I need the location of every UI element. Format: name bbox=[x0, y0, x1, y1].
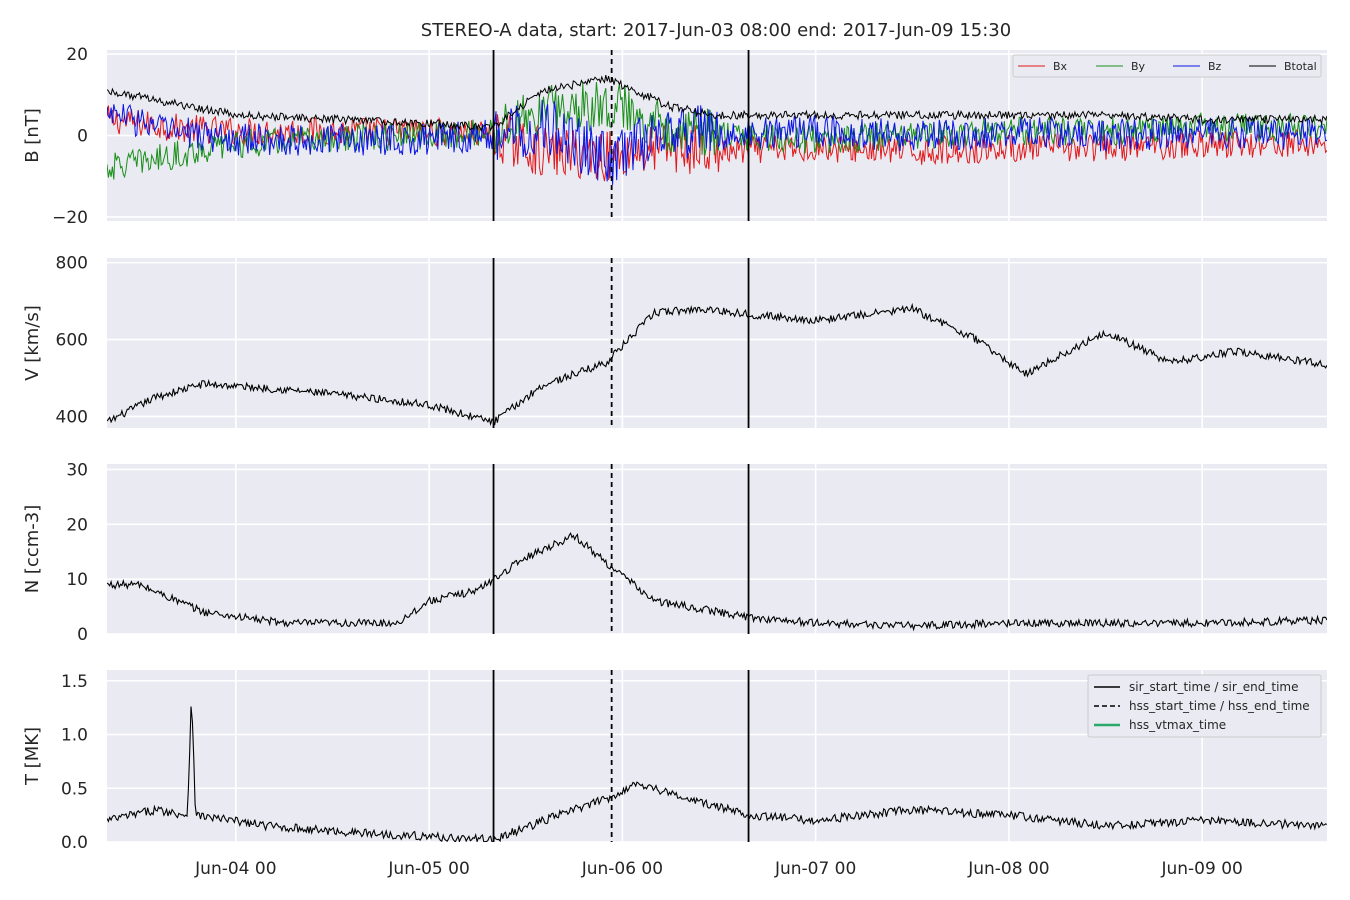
legend-box bbox=[1012, 54, 1322, 78]
legend-label: By bbox=[1131, 60, 1146, 73]
y-axis-label: V [km/s] bbox=[22, 305, 43, 380]
y-tick-label: 1.0 bbox=[61, 726, 88, 746]
legend-box bbox=[1087, 674, 1322, 738]
legend-label: Btotal bbox=[1284, 60, 1317, 73]
series-line-bz bbox=[107, 99, 1327, 186]
panel-3: 1.5 1.0 0.5 0.0 T [MK] sir_start_time / sir_e… bbox=[22, 670, 1327, 853]
y-axis-label: T [MK] bbox=[22, 727, 43, 786]
chart-panels: 20 0 −20 B [nT] Bx By Bz Btotal 800 600 400 V [km/s… bbox=[22, 45, 1327, 853]
y-tick-label: 600 bbox=[56, 331, 88, 351]
plot-area bbox=[107, 706, 1327, 842]
series-line-btotal bbox=[107, 74, 1327, 132]
y-tick-label: 20 bbox=[66, 515, 88, 535]
panel-1: 800 600 400 V [km/s] bbox=[22, 254, 1327, 428]
plot-area bbox=[107, 74, 1327, 186]
x-axis: Jun-04 00 Jun-05 00 Jun-06 00 Jun-07 00 Jun-… bbox=[194, 859, 1243, 879]
legend-label: hss_start_time / hss_end_time bbox=[1129, 699, 1310, 713]
series-line-by bbox=[107, 82, 1327, 180]
legend-label: Bx bbox=[1053, 60, 1068, 73]
plot-area bbox=[107, 531, 1327, 632]
legend-b: Bx By Bz Btotal bbox=[1012, 54, 1322, 78]
y-tick-label: 0 bbox=[77, 127, 88, 147]
chart-title: STEREO-A data, start: 2017-Jun-03 08:00 … bbox=[421, 20, 1011, 41]
series-line-data bbox=[107, 302, 1327, 427]
legend-label: Bz bbox=[1208, 60, 1222, 73]
x-tick-label: Jun-08 00 bbox=[967, 859, 1049, 879]
y-tick-label: −20 bbox=[52, 208, 88, 228]
panel-0: 20 0 −20 B [nT] Bx By Bz Btotal bbox=[22, 45, 1327, 228]
y-tick-label: 10 bbox=[66, 570, 88, 590]
y-tick-label: 800 bbox=[56, 254, 88, 274]
y-axis-label: B [nT] bbox=[22, 108, 43, 163]
plot-area bbox=[107, 302, 1327, 427]
legend-markers: sir_start_time / sir_end_time hss_start_t… bbox=[1087, 674, 1322, 738]
legend-label: hss_vtmax_time bbox=[1129, 718, 1226, 732]
y-tick-label: 30 bbox=[66, 460, 88, 480]
x-tick-label: Jun-06 00 bbox=[581, 859, 663, 879]
y-tick-label: 20 bbox=[66, 45, 88, 65]
y-axis-label: N [ccm-3] bbox=[22, 505, 43, 594]
legend-label: sir_start_time / sir_end_time bbox=[1129, 680, 1299, 694]
x-tick-label: Jun-05 00 bbox=[387, 859, 469, 879]
panel-background bbox=[107, 258, 1327, 428]
x-tick-label: Jun-07 00 bbox=[774, 859, 856, 879]
panel-2: 30 20 10 0 N [ccm-3] bbox=[22, 460, 1327, 645]
y-tick-label: 0 bbox=[77, 625, 88, 645]
series-line-data bbox=[107, 706, 1327, 842]
series-line-data bbox=[107, 531, 1327, 632]
panel-background bbox=[107, 464, 1327, 634]
x-tick-label: Jun-04 00 bbox=[194, 859, 276, 879]
y-tick-label: 400 bbox=[56, 407, 88, 427]
y-tick-label: 0.5 bbox=[61, 779, 88, 799]
y-tick-label: 0.0 bbox=[61, 833, 88, 853]
x-tick-label: Jun-09 00 bbox=[1160, 859, 1242, 879]
y-tick-label: 1.5 bbox=[61, 672, 88, 692]
